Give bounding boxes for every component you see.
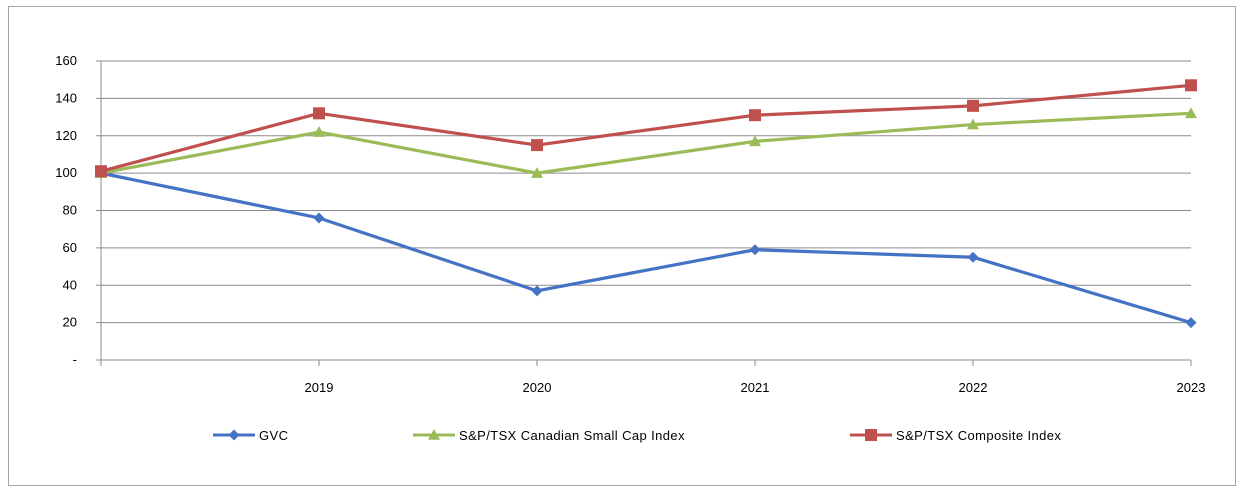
chart-frame bbox=[8, 6, 1236, 486]
x-tick-label-2019: 2019 bbox=[305, 380, 334, 395]
legend-label: S&P/TSX Canadian Small Cap Index bbox=[459, 428, 685, 443]
y-tick-label: 100 bbox=[55, 165, 77, 180]
legend-item-1: S&P/TSX Canadian Small Cap Index bbox=[413, 428, 685, 443]
x-axis-ticks: 2019 2020 2021 2022 2023 bbox=[100, 360, 1206, 395]
legend-swatch-marker bbox=[428, 429, 440, 440]
data-point-1-3 bbox=[749, 135, 761, 147]
y-tick-label: 60 bbox=[63, 240, 77, 255]
y-tick-label: 140 bbox=[55, 90, 77, 105]
legend-item-2: S&P/TSX Composite Index bbox=[850, 428, 1061, 443]
legend-swatch-marker bbox=[228, 429, 240, 441]
legend-label: S&P/TSX Composite Index bbox=[896, 428, 1061, 443]
y-tick-label: 80 bbox=[63, 203, 77, 218]
axes bbox=[100, 61, 1191, 366]
data-point-2-3 bbox=[749, 109, 761, 122]
data-point-1-5 bbox=[1185, 107, 1197, 119]
series-2 bbox=[95, 79, 1197, 178]
x-tick-label-2020: 2020 bbox=[523, 380, 552, 395]
series-1 bbox=[95, 107, 1197, 178]
data-point-0-1 bbox=[313, 212, 325, 224]
data-point-2-4 bbox=[967, 99, 979, 112]
data-point-2-1 bbox=[313, 107, 325, 120]
x-tick-label-2022: 2022 bbox=[959, 380, 988, 395]
series-line-2 bbox=[100, 83, 1192, 173]
data-point-0-4 bbox=[967, 251, 979, 263]
data-point-1-2 bbox=[531, 167, 543, 178]
y-tick-label: 160 bbox=[55, 53, 77, 68]
data-point-1-4 bbox=[967, 118, 979, 130]
data-point-2-0 bbox=[95, 165, 107, 178]
x-tick-label-2021: 2021 bbox=[741, 380, 770, 395]
gridlines bbox=[101, 60, 1191, 324]
data-point-2-5 bbox=[1185, 79, 1197, 92]
y-tick-label: 120 bbox=[55, 128, 77, 143]
legend-label: GVC bbox=[259, 428, 288, 443]
series-group bbox=[95, 79, 1197, 329]
data-point-0-5 bbox=[1185, 317, 1197, 329]
y-axis-ticks: - 20 40 60 80 100 120 140 160 bbox=[55, 53, 101, 367]
data-point-0-3 bbox=[749, 244, 761, 256]
legend-item-0: GVC bbox=[213, 428, 288, 443]
series-line-0 bbox=[100, 171, 1192, 325]
x-tick-label-2023: 2023 bbox=[1177, 380, 1206, 395]
legend-swatch-marker bbox=[865, 429, 877, 441]
legend: GVC S&P/TSX Canadian Small Cap Index S&P/T… bbox=[213, 428, 1061, 443]
y-tick-label: 40 bbox=[63, 277, 77, 292]
y-tick-label: 20 bbox=[63, 315, 77, 330]
data-point-2-2 bbox=[531, 139, 543, 152]
y-tick-label: - bbox=[73, 352, 77, 367]
series-line-1 bbox=[100, 111, 1192, 175]
data-point-0-2 bbox=[531, 285, 543, 297]
data-point-1-1 bbox=[313, 126, 325, 137]
